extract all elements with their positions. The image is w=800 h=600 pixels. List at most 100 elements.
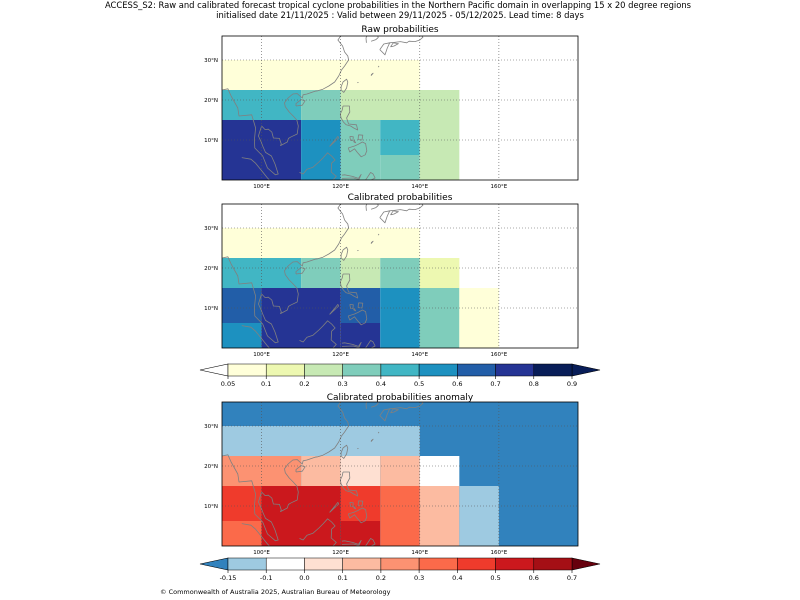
colorbar-swatch	[227, 363, 267, 377]
coastline	[384, 182, 402, 187]
lat-tick-label: 20°N	[204, 98, 218, 104]
lat-tick-label: 20°N	[204, 464, 218, 470]
region-cell	[459, 288, 499, 348]
colorbar-tick-label: -0.15	[220, 574, 237, 582]
colorbar-tick-label: 0.5	[414, 380, 424, 388]
probability-cells	[222, 402, 578, 546]
region-cell	[380, 258, 420, 288]
lon-tick-label: 160°E	[491, 550, 508, 556]
coastline	[364, 538, 376, 546]
lon-tick-label: 140°E	[411, 184, 428, 190]
coastline	[379, 42, 391, 56]
coastline	[365, 402, 368, 409]
colorbar-swatch	[265, 363, 305, 377]
coastline	[390, 408, 399, 414]
colorbar-swatch	[418, 363, 458, 377]
panel-title-anomaly: Calibrated probabilities anomaly	[327, 393, 474, 403]
region-cell	[459, 486, 499, 546]
colorbar-extend-high	[571, 363, 601, 377]
region-cell	[419, 258, 460, 288]
region-cell	[419, 288, 460, 348]
coastline	[339, 273, 359, 299]
colorbar-tick-label: 0.9	[567, 380, 577, 388]
lon-tick-label: 140°E	[411, 352, 428, 358]
coastlines	[222, 36, 424, 187]
colorbar-swatch	[457, 557, 496, 571]
colorbar-tick-label: 0.3	[337, 380, 347, 388]
region-cell	[380, 288, 420, 348]
colorbar-swatch	[380, 557, 420, 571]
lat-tick-label: 10°N	[204, 138, 218, 144]
region-cell	[340, 288, 381, 323]
region-cell	[380, 486, 420, 546]
coastline	[370, 36, 379, 42]
coastline	[329, 136, 340, 147]
region-cell	[222, 228, 420, 258]
map-panel-calibrated: 100°E 120°E 140°E 160°E 10°N 20°N 30°N	[204, 203, 579, 358]
lat-tick-label: 10°N	[204, 306, 218, 312]
coastline	[353, 506, 357, 510]
lon-tick-label: 100°E	[253, 184, 270, 190]
colorbar-swatch	[304, 363, 343, 377]
coastline	[370, 438, 374, 442]
lat-tick-label: 30°N	[204, 226, 218, 232]
region-cell	[301, 258, 341, 288]
coastline	[377, 431, 380, 434]
coastline	[341, 174, 362, 180]
coastline	[339, 105, 359, 131]
copyright-note: © Commonwealth of Australia 2025, Austra…	[160, 588, 391, 596]
region-cell	[419, 486, 460, 546]
probability-cells	[222, 60, 460, 180]
map-frame	[221, 203, 579, 349]
coastline	[370, 204, 379, 210]
coastline	[339, 471, 359, 497]
colorbar-tick-label: 0.1	[337, 574, 347, 582]
lat-tick-label: 10°N	[204, 504, 218, 510]
lat-tick-label: 30°N	[204, 424, 218, 430]
region-cell	[380, 120, 420, 155]
coastline	[241, 157, 271, 180]
coastline	[341, 342, 362, 348]
colorbar-tick-label: 0.6	[529, 574, 539, 582]
coastline	[241, 325, 271, 348]
lon-tick-label: 120°E	[332, 184, 349, 190]
colorbar-probabilities: 0.05 0.1 0.2 0.3 0.4 0.5 0.6 0.7 0.8 0.9	[199, 363, 601, 388]
colorbar-swatch	[495, 363, 535, 377]
lon-tick-label: 100°E	[253, 550, 270, 556]
colorbar-swatch	[304, 557, 343, 571]
region-cell	[261, 288, 341, 348]
coastline	[377, 233, 380, 236]
colorbar-extend-high	[571, 557, 601, 571]
coastline	[365, 36, 368, 43]
colorbar-tick-label: 0.05	[221, 380, 235, 388]
lon-tick-label: 120°E	[332, 352, 349, 358]
colorbar-tick-label: 0.2	[299, 380, 309, 388]
coastline	[384, 548, 402, 553]
region-cell	[301, 120, 341, 180]
coastline	[389, 402, 424, 410]
map-frame	[221, 401, 579, 547]
region-cell	[222, 426, 420, 456]
coastline	[353, 140, 357, 144]
colorbar-tick-label: 0.3	[414, 574, 424, 582]
region-cell	[380, 456, 420, 486]
coastline	[389, 36, 424, 44]
coastline	[370, 72, 374, 76]
coastlines	[222, 402, 424, 553]
colorbar-tick-label: 0.7	[490, 380, 500, 388]
coastline	[357, 134, 364, 141]
coastline	[370, 240, 374, 244]
graticule	[222, 204, 578, 348]
region-cell	[222, 323, 262, 348]
coastline	[340, 246, 349, 261]
region-cell	[340, 456, 381, 486]
coastline	[379, 408, 391, 422]
coastline	[299, 518, 337, 546]
region-cell	[301, 456, 341, 486]
colorbar-extend-low	[199, 557, 229, 571]
coastline	[357, 302, 364, 309]
coastline	[377, 65, 380, 68]
coastline	[349, 136, 354, 141]
lat-tick-label: 30°N	[204, 58, 218, 64]
